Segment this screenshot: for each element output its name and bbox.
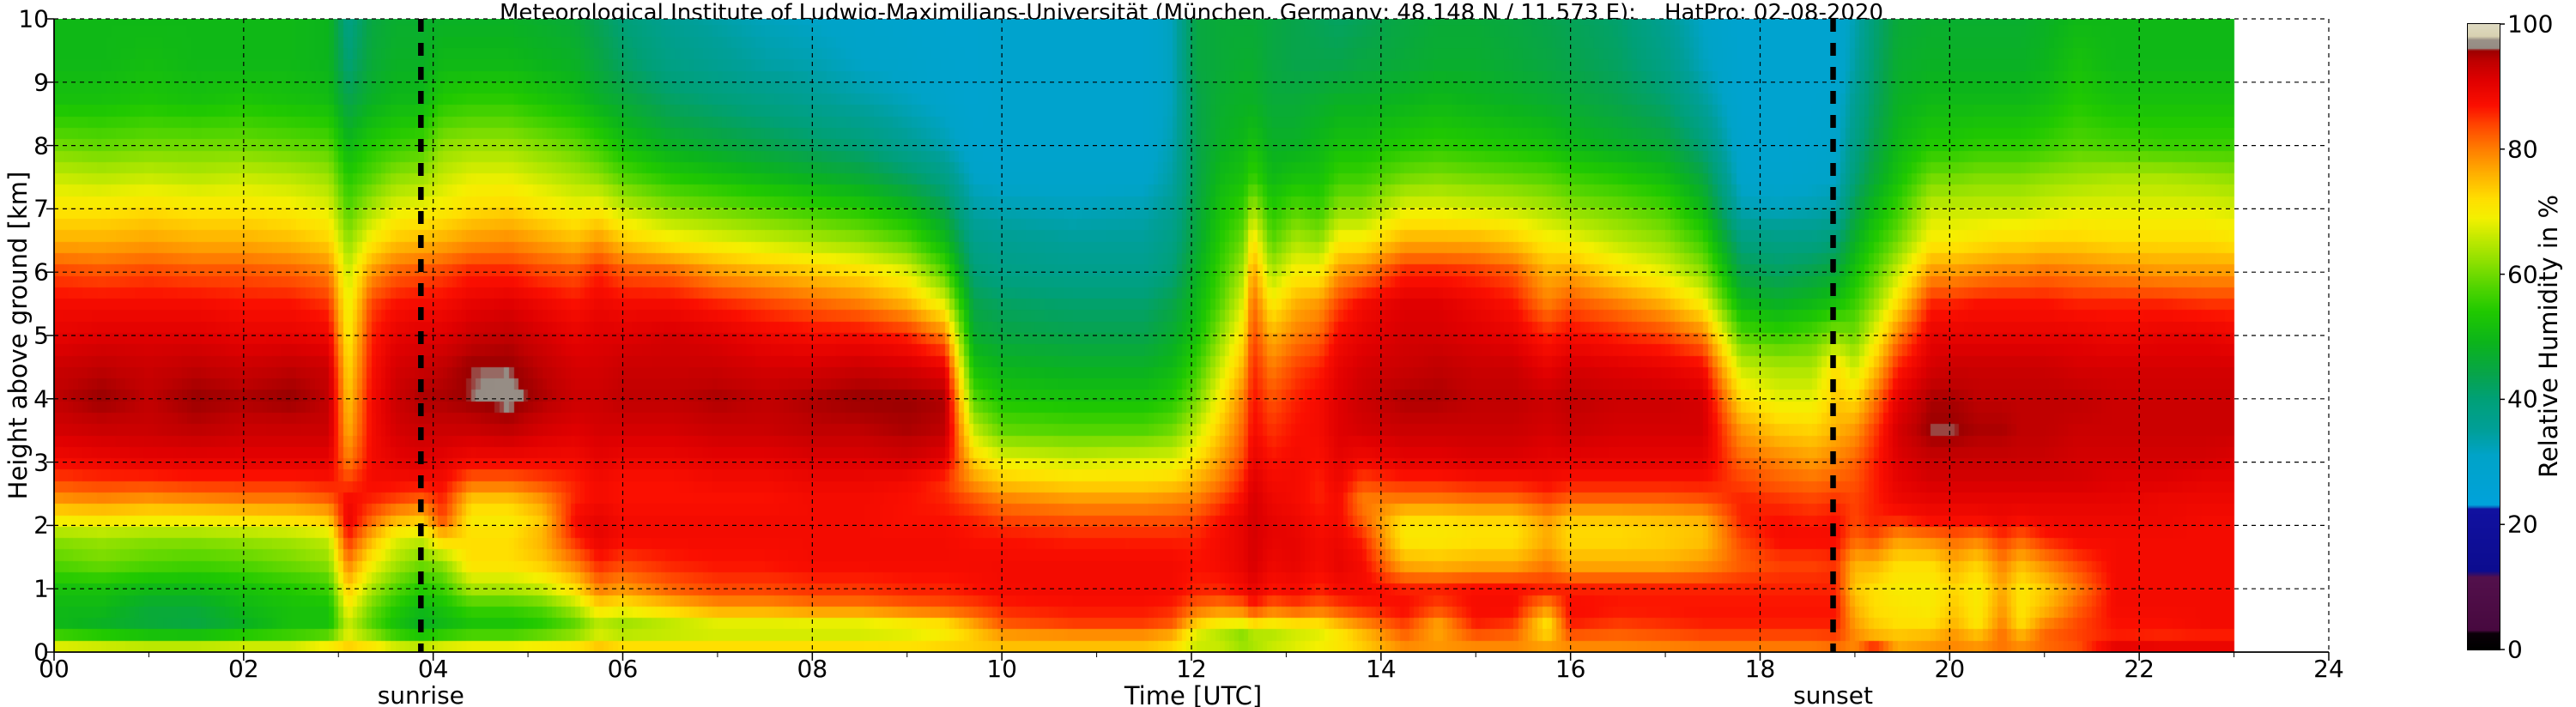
x-tick-label: 16 [1555, 655, 1586, 683]
colorbar-gradient [2468, 24, 2500, 650]
y-tick-label: 3 [33, 448, 49, 477]
y-tick-label: 8 [33, 131, 49, 160]
colorbar-tick-label: 60 [2507, 260, 2538, 289]
y-tick-label: 9 [33, 68, 49, 97]
x-tick-label: 12 [1176, 655, 1207, 683]
colorbar-tick-label: 0 [2507, 635, 2523, 664]
y-tick-label: 6 [33, 257, 49, 287]
x-tick-label: 20 [1934, 655, 1966, 683]
sunset-label: sunset [1793, 681, 1873, 707]
y-tick-label: 2 [33, 511, 49, 540]
y-tick-label: 1 [33, 574, 49, 603]
rh-heatmap-canvas [54, 19, 2329, 652]
x-tick-label: 08 [797, 655, 828, 683]
x-tick-label: 14 [1366, 655, 1397, 683]
x-tick-label: 04 [417, 655, 449, 683]
x-tick-label: 18 [1744, 655, 1776, 683]
x-tick-label: 00 [39, 655, 70, 683]
x-axis-label: Time [UTC] [1124, 681, 1263, 707]
y-tick-label: 7 [33, 194, 49, 223]
colorbar-tick-label: 20 [2507, 510, 2538, 539]
x-tick-label: 22 [2124, 655, 2155, 683]
y-tick-label: 0 [33, 638, 49, 667]
colorbar-tick-label: 100 [2507, 9, 2554, 39]
colorbar-tick-label: 40 [2507, 384, 2538, 414]
y-tick-label: 10 [18, 4, 49, 33]
colorbar [2467, 23, 2500, 650]
colorbar-tick-label: 80 [2507, 135, 2538, 164]
x-tick-label: 06 [607, 655, 639, 683]
y-tick-label: 4 [33, 384, 49, 414]
x-tick-label: 10 [986, 655, 1017, 683]
colorbar-label: Relative Humidity in % [2534, 194, 2563, 479]
sunrise-label: sunrise [377, 681, 464, 707]
x-tick-label: 02 [228, 655, 259, 683]
x-tick-label: 24 [2313, 655, 2344, 683]
y-tick-label: 5 [33, 321, 49, 350]
